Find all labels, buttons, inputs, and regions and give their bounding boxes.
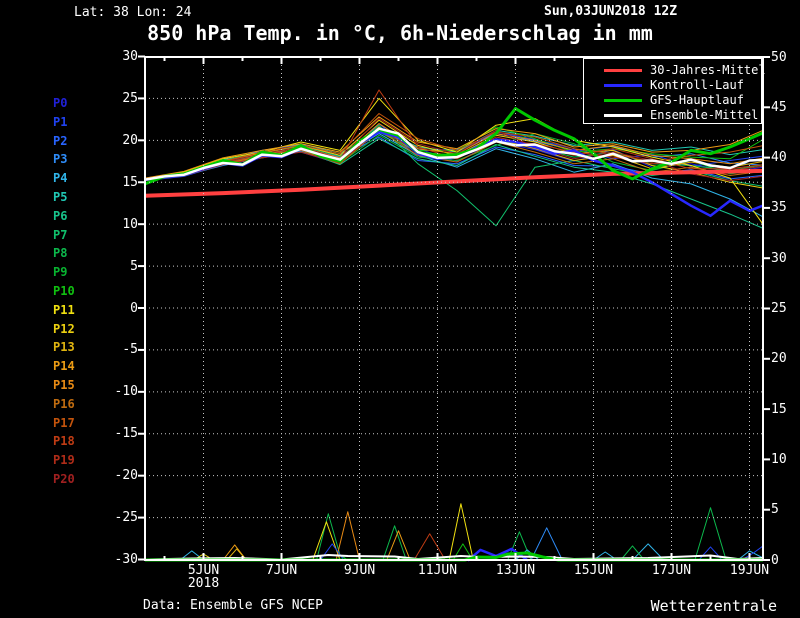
member-label-P7: P7	[53, 227, 68, 242]
temp-30yr-mean-line	[145, 168, 763, 198]
chart-title: 850 hPa Temp. in °C, 6h-Niederschlag in …	[147, 21, 653, 45]
member-label-P8: P8	[53, 246, 68, 261]
precip-member-spike	[382, 525, 407, 561]
left-axis-tick-label: 30	[122, 49, 138, 64]
member-label-P19: P19	[53, 453, 75, 468]
member-label-P1: P1	[53, 114, 68, 129]
precip-member-spike	[593, 551, 618, 561]
x-axis-tick-label: 5JUN 2018	[187, 563, 220, 591]
precip-member-spike	[320, 543, 345, 561]
temp-member-P14	[145, 116, 763, 179]
precip-member-spike	[335, 511, 360, 561]
legend-row: Kontroll-Lauf	[584, 78, 761, 92]
member-label-P14: P14	[53, 359, 75, 374]
right-axis-tick-label: 40	[771, 150, 787, 166]
left-axis-tick-label: 20	[122, 132, 138, 148]
member-label-P2: P2	[53, 133, 68, 148]
legend-line-sample	[604, 114, 642, 117]
precip-member-spike	[413, 533, 446, 561]
right-axis-tick-label: 20	[771, 351, 787, 367]
x-axis-tick-label: 15JUN	[573, 563, 614, 578]
x-axis-tick-label: 19JUN	[729, 563, 770, 578]
precip-member-spike	[316, 513, 349, 561]
left-axis-tick-label: -5	[122, 342, 138, 358]
legend-label: Kontroll-Lauf	[650, 78, 744, 92]
x-axis-tick-label: 9JUN	[343, 563, 376, 578]
left-axis-tick-label: 5	[130, 258, 138, 274]
x-axis-tick-label: 13JUN	[495, 563, 536, 578]
legend-line-sample	[604, 84, 642, 87]
right-axis-tick-label: 35	[771, 200, 787, 216]
left-axis-tick-label: -30	[114, 552, 138, 567]
data-source-note: Data: Ensemble GFS NCEP	[143, 598, 324, 613]
precip-member-spike	[620, 545, 645, 561]
member-label-P11: P11	[53, 302, 75, 317]
temp-member-P4	[145, 133, 763, 218]
member-label-P20: P20	[53, 472, 75, 486]
brand-name: Wetterzentrale	[650, 597, 777, 615]
member-label-P3: P3	[53, 152, 68, 167]
legend-row: Ensemble-Mittel	[584, 108, 761, 122]
left-axis-tick-label: -20	[114, 468, 138, 484]
location-coordinates: Lat: 38 Lon: 24	[74, 5, 192, 20]
legend-line-sample	[604, 69, 642, 72]
right-axis-tick-label: 45	[771, 99, 787, 115]
left-axis-tick-label: 25	[122, 90, 138, 106]
legend-label: Ensemble-Mittel	[650, 108, 759, 122]
temp-ensemble-mean-line	[145, 127, 763, 181]
x-axis-tick-label: 17JUN	[651, 563, 692, 578]
member-label-P5: P5	[53, 190, 68, 204]
left-axis-tick-label: -10	[114, 384, 138, 400]
precip-member-spike	[507, 531, 532, 561]
member-label-P10: P10	[53, 284, 75, 298]
right-axis-tick-label: 5	[771, 502, 779, 518]
x-axis-tick-label: 7JUN	[265, 563, 298, 578]
right-axis-tick-label: 25	[771, 301, 787, 316]
right-axis-tick-label: 50	[771, 49, 787, 65]
left-axis-tick-label: -15	[114, 426, 138, 442]
precip-member-spike	[737, 550, 763, 561]
legend-label: GFS-Hauptlauf	[650, 93, 744, 107]
precip-member-spike	[312, 521, 341, 561]
member-label-P9: P9	[53, 265, 68, 280]
left-axis-tick-label: 0	[130, 300, 138, 316]
precip-member-spike	[448, 503, 481, 561]
precip-member-spike	[530, 527, 563, 561]
precip-member-spike	[741, 545, 763, 561]
member-label-P12: P12	[53, 321, 75, 336]
legend-row: 30-Jahres-Mittel	[584, 63, 766, 77]
run-datetime: Sun,03JUN2018 12Z	[544, 4, 678, 19]
left-axis-tick-label: 10	[122, 216, 138, 232]
temp-member-P17	[145, 113, 763, 180]
member-label-P16: P16	[53, 396, 75, 411]
member-label-P17: P17	[53, 415, 75, 430]
precip-member-spike	[632, 543, 665, 561]
legend-label: 30-Jahres-Mittel	[650, 63, 766, 77]
left-axis-tick-label: -25	[114, 510, 138, 526]
legend-box: 30-Jahres-Mittel Kontroll-Lauf GFS-Hauptla…	[583, 58, 766, 124]
right-axis-tick-label: 30	[771, 250, 787, 266]
member-label-P4: P4	[53, 171, 68, 186]
member-label-P15: P15	[53, 378, 75, 392]
member-label-P0: P0	[53, 96, 68, 110]
right-axis-tick-label: 10	[771, 451, 787, 467]
legend-line-sample	[604, 99, 642, 102]
member-label-P13: P13	[53, 340, 75, 355]
member-label-P6: P6	[53, 208, 68, 223]
plot-area	[145, 89, 763, 562]
right-axis-tick-label: 15	[771, 401, 787, 417]
left-axis-tick-label: 15	[122, 174, 138, 190]
member-label-P18: P18	[53, 434, 75, 449]
legend-row: GFS-Hauptlauf	[584, 93, 761, 107]
precip-member-spike	[386, 530, 411, 561]
precip-member-spike	[694, 507, 727, 561]
right-axis-tick-label: 0	[771, 552, 779, 568]
precip-member-spike	[452, 543, 474, 561]
x-axis-tick-label: 11JUN	[417, 563, 458, 578]
